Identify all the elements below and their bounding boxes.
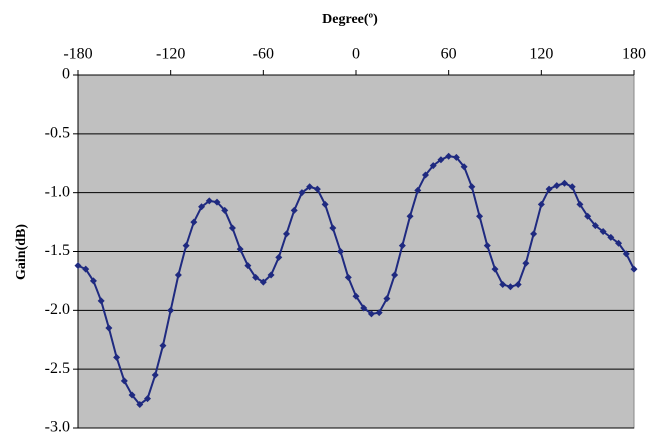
data-point (113, 353, 121, 361)
data-point (352, 292, 360, 300)
data-point (599, 227, 607, 235)
data-point (306, 183, 314, 191)
data-point (591, 222, 599, 230)
data-point (290, 206, 298, 214)
data-point (553, 182, 561, 190)
data-point (313, 185, 321, 193)
data-point (468, 183, 476, 191)
data-point (615, 239, 623, 247)
data-point (537, 200, 545, 208)
data-point (506, 283, 514, 291)
data-point (406, 212, 414, 220)
data-point (344, 273, 352, 281)
x-tick-label: 60 (441, 46, 457, 63)
data-point (82, 265, 90, 273)
x-tick-label: -180 (63, 46, 92, 63)
data-point (530, 230, 538, 238)
y-tick-label: -0.5 (45, 125, 70, 142)
y-tick-label: -2.5 (45, 360, 70, 377)
data-point (120, 377, 128, 385)
data-point (367, 310, 375, 318)
data-point (584, 212, 592, 220)
x-tick-label: -120 (156, 46, 185, 63)
data-point (321, 200, 329, 208)
data-point (167, 306, 175, 314)
data-point (422, 171, 429, 179)
data-point (561, 179, 568, 187)
data-point (360, 304, 368, 312)
data-point (205, 197, 213, 205)
x-tick-label: 180 (622, 46, 646, 63)
data-point (607, 233, 615, 241)
data-point (630, 265, 638, 273)
data-point (213, 198, 221, 206)
data-point (568, 183, 576, 191)
data-point (576, 200, 584, 208)
data-point (445, 152, 453, 160)
data-point (97, 297, 105, 305)
y-tick-label: 0 (62, 66, 70, 83)
y-axis-title: Gain(dB) (14, 224, 29, 280)
data-point (252, 273, 260, 281)
data-point (105, 324, 113, 332)
y-tick-label: -2.0 (45, 301, 70, 318)
data-point (391, 271, 399, 279)
data-point (198, 203, 206, 211)
data-point (275, 253, 283, 261)
x-axis-title: Degree(º) (322, 12, 378, 27)
data-point (128, 391, 136, 399)
data-point (491, 265, 499, 273)
data-point (89, 277, 97, 285)
data-point (259, 278, 267, 286)
data-point (144, 395, 151, 403)
x-tick-label: 0 (352, 46, 360, 63)
data-point (228, 224, 236, 232)
data-point (151, 371, 159, 379)
data-point (452, 153, 460, 161)
y-tick-label: -1.0 (45, 183, 70, 200)
data-point (545, 185, 553, 193)
data-point (236, 245, 244, 253)
data-point (514, 280, 522, 288)
data-point (190, 218, 198, 226)
data-point (267, 271, 275, 279)
data-point (174, 271, 182, 279)
data-point (283, 230, 290, 238)
data-point (136, 400, 144, 408)
data-point (460, 163, 468, 171)
data-point (414, 186, 422, 194)
data-point (522, 259, 530, 267)
data-point (337, 248, 345, 255)
data-point (329, 224, 337, 232)
data-point (221, 206, 229, 214)
data-point (298, 189, 306, 197)
data-point (182, 242, 190, 250)
x-tick-label: 120 (529, 46, 553, 63)
data-point (159, 342, 167, 350)
data-point (74, 262, 82, 270)
data-point (483, 242, 491, 250)
data-point (244, 262, 252, 270)
data-point (383, 295, 391, 303)
data-point (429, 162, 437, 170)
data-point (375, 309, 383, 317)
x-tick-label: -60 (253, 46, 274, 63)
data-point (622, 250, 630, 258)
y-tick-label: -3.0 (45, 419, 70, 436)
data-point (499, 280, 507, 288)
y-tick-label: -1.5 (45, 242, 70, 259)
data-point (437, 156, 445, 164)
data-point (476, 212, 484, 220)
data-point (398, 242, 406, 250)
